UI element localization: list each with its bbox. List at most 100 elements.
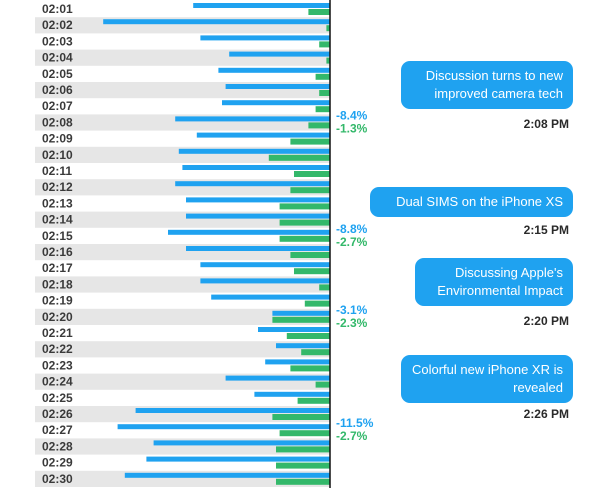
percent-labels: -8.4%-1.3%-8.8%-2.7%-3.1%-2.3%-11.5%-2.7… [336, 108, 374, 443]
event-message: Colorful new iPhone XR is revealed [411, 362, 563, 395]
time-tick-label: 02:07 [42, 99, 73, 113]
bar-blue [276, 343, 330, 349]
bar-green [290, 138, 330, 145]
time-tick-label: 02:28 [42, 439, 73, 453]
time-tick-label: 02:14 [42, 213, 73, 227]
bar-green [268, 154, 330, 161]
time-tick-label: 02:13 [42, 196, 73, 210]
time-tick-label: 02:21 [42, 326, 73, 340]
bar-blue [258, 327, 330, 332]
time-tick-label: 02:03 [42, 34, 73, 48]
event-time-dual-sims: 2:15 PM [473, 223, 569, 237]
time-tick-label: 02:08 [42, 115, 73, 129]
percent-label-blue: -3.1% [336, 303, 368, 317]
bar-green [326, 25, 330, 32]
bar-green [326, 57, 330, 64]
event-time: 2:26 PM [523, 407, 569, 421]
percent-label-green: -2.7% [336, 429, 368, 443]
percent-label-blue: -8.8% [336, 222, 368, 236]
bar-green [290, 187, 330, 194]
time-tick-label: 02:04 [42, 51, 73, 65]
bar-blue [229, 51, 330, 57]
bar-green [315, 73, 330, 80]
time-tick-label: 02:26 [42, 407, 73, 421]
bar-blue [218, 67, 330, 73]
percent-label-green: -2.3% [336, 316, 368, 330]
bar-blue [193, 3, 330, 8]
time-tick-label: 02:01 [42, 2, 73, 16]
time-tick-label: 02:10 [42, 148, 73, 162]
bar-blue [146, 456, 330, 462]
bar-blue [186, 213, 330, 219]
time-tick-label: 02:27 [42, 423, 73, 437]
bar-green [301, 349, 330, 356]
bar-blue [135, 408, 330, 413]
time-tick-label: 02:29 [42, 456, 73, 470]
bar-green [279, 235, 330, 242]
bar-green [315, 381, 330, 388]
bar-blue [175, 181, 330, 187]
bar-green [279, 219, 330, 226]
bar-green [276, 446, 330, 453]
time-tick-label: 02:06 [42, 83, 73, 97]
percent-label-green: -2.7% [336, 235, 368, 249]
bar-green [290, 365, 330, 372]
bar-blue [265, 359, 330, 365]
bar-green [276, 462, 330, 469]
time-tick-label: 02:23 [42, 358, 73, 372]
bar-blue [182, 165, 330, 170]
bar-blue [225, 375, 330, 381]
bar-blue [175, 116, 330, 122]
bar-blue [272, 310, 330, 316]
bar-blue [153, 440, 330, 446]
event-time-camera: 2:08 PM [473, 117, 569, 131]
row-stripe [35, 308, 330, 325]
time-tick-labels: 02:01 02:02 02:03 02:04 02:05 02:06 02:07 02:08… [42, 2, 73, 486]
time-tick-label: 02:09 [42, 132, 73, 146]
bar-green [290, 252, 330, 258]
bar-green [294, 171, 330, 177]
bar-blue [225, 84, 330, 89]
event-message: Discussing Apple's Environmental Impact [437, 265, 563, 298]
event-time: 2:20 PM [523, 314, 569, 328]
event-message: Dual SIMS on the iPhone XS [396, 194, 563, 209]
bar-blue [200, 35, 330, 41]
bar-green [319, 284, 330, 291]
event-bubble-camera: Discussion turns to new improved camera … [401, 61, 573, 109]
event-bubble-dual-sims: Dual SIMS on the iPhone XS [370, 187, 573, 217]
time-tick-label: 02:15 [42, 229, 73, 243]
time-tick-label: 02:16 [42, 245, 73, 259]
time-tick-label: 02:17 [42, 261, 73, 275]
event-time: 2:08 PM [523, 117, 569, 131]
bar-green [272, 316, 330, 323]
bar-blue [200, 262, 330, 268]
time-tick-label: 02:02 [42, 18, 73, 32]
bar-green [286, 333, 330, 339]
bar-blue [124, 472, 330, 478]
event-bubble-iphone-xr: Colorful new iPhone XR is revealed [401, 355, 573, 403]
bar-blue [168, 229, 330, 235]
bars [103, 3, 330, 485]
time-tick-label: 02:11 [42, 164, 72, 178]
time-tick-label: 02:25 [42, 391, 73, 405]
bar-green [297, 397, 330, 404]
time-tick-label: 02:22 [42, 342, 73, 356]
percent-label-blue: -8.4% [336, 108, 368, 122]
bar-green [308, 122, 330, 129]
event-time-environment: 2:20 PM [473, 314, 569, 328]
time-tick-label: 02:05 [42, 67, 73, 81]
bar-blue [178, 148, 330, 154]
time-tick-label: 02:12 [42, 180, 73, 194]
bar-green [272, 414, 330, 420]
bar-blue [186, 197, 330, 203]
bar-green [308, 9, 330, 15]
bar-green [319, 41, 330, 48]
row-stripe [35, 341, 330, 358]
bar-green [315, 106, 330, 113]
event-time-iphone-xr: 2:26 PM [473, 407, 569, 421]
event-time: 2:15 PM [523, 223, 569, 237]
bar-blue [117, 424, 330, 430]
bar-blue [196, 132, 330, 138]
event-bubble-environment: Discussing Apple's Environmental Impact [415, 258, 573, 306]
